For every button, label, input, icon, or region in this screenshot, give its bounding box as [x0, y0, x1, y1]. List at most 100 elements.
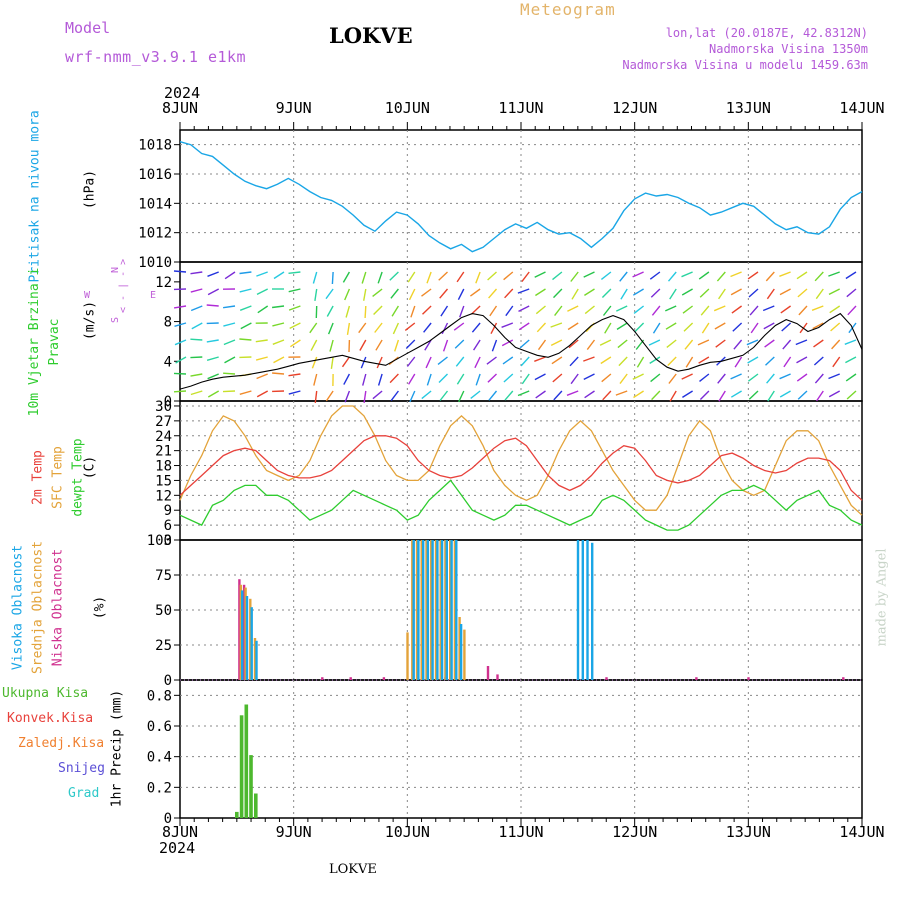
wind-arrow: [390, 288, 399, 299]
temp-y-tick-label: 9: [164, 503, 172, 519]
cloud-y-tick-label: 50: [155, 603, 172, 619]
wind-arrow: [240, 322, 252, 330]
cloud-bar-niska: [695, 677, 698, 680]
wind-arrow: [619, 271, 628, 282]
wind-arrow: [257, 305, 269, 314]
wind-arrow: [426, 271, 432, 284]
x-tick-label-bottom: 8JUN: [162, 823, 198, 841]
wind-arrow: [330, 356, 334, 369]
wind-arrow: [667, 356, 677, 366]
lonlat-label: lon,lat (20.0187E, 42.8312N): [665, 26, 868, 40]
precip-bar: [249, 755, 253, 818]
wind-arrow: [650, 373, 661, 383]
cloud-bar-visoka: [245, 596, 249, 680]
wind-arrow: [364, 305, 367, 319]
dewpoint-line: [179, 479, 863, 531]
wind-arrow: [684, 339, 694, 350]
wind-arrow: [256, 288, 269, 296]
wind-arrow: [732, 322, 743, 332]
wind-arrow: [311, 356, 318, 369]
wind-arrow: [604, 322, 612, 334]
wind-arrow: [207, 390, 220, 398]
wind-arrow: [190, 338, 203, 341]
precip-y-tick-label: 0.8: [147, 688, 172, 704]
wind-arrow: [782, 339, 792, 350]
wind-arrow: [698, 271, 710, 280]
sfc-temp-line: [179, 405, 863, 516]
wind-arrow: [504, 288, 514, 299]
wind-arrow: [272, 305, 285, 309]
wind-arrow: [505, 305, 514, 317]
wind-arrow: [373, 305, 383, 315]
wind-arrow: [224, 271, 236, 280]
cloud-bar-visoka: [255, 640, 258, 680]
cloud-y-tick-label: 0: [164, 673, 172, 689]
precip-y-tick-label: 0.4: [147, 750, 172, 766]
wind-arrow: [584, 390, 595, 399]
wind-arrow: [288, 390, 301, 395]
wind-arrow: [764, 339, 775, 348]
wind-arrow: [207, 288, 220, 296]
cloud-bar-niska: [486, 666, 490, 680]
wind-arrow: [766, 288, 775, 300]
panel-frame: [179, 261, 863, 402]
wind-arrow: [440, 305, 449, 317]
wind-arrow: [327, 322, 334, 335]
pressure-line: [179, 141, 863, 253]
wind-arrow: [487, 373, 497, 383]
wind-y-tick-label: 0: [164, 394, 172, 410]
temp-y-tick-label: 12: [155, 488, 172, 504]
wind-arrow: [377, 271, 383, 284]
wind-arrow: [329, 339, 334, 352]
wind-arrow: [816, 390, 824, 402]
wind-arrow: [616, 322, 628, 330]
wind-arrow: [405, 339, 416, 349]
cloud-bar-srednja: [406, 632, 409, 680]
wind-arrow: [828, 373, 840, 380]
wind-arrow: [685, 356, 694, 368]
wind-arrow: [501, 322, 514, 328]
cloud-bar-srednja: [253, 638, 257, 680]
cloud-y-tick-label: 75: [155, 568, 172, 584]
wind-arrow: [602, 390, 612, 401]
wind-arrow: [389, 373, 399, 384]
wind-arrow: [632, 373, 644, 380]
wind-arrow: [424, 339, 432, 351]
wind-arrow: [206, 356, 219, 361]
wind-arrow: [239, 338, 252, 341]
wind-arrow: [681, 288, 693, 296]
wind-arrow: [583, 271, 595, 278]
wind-arrow: [697, 339, 710, 346]
wind-arrow: [831, 339, 841, 350]
wind-arrow: [811, 305, 824, 311]
temp-y-tick-label: 30: [155, 399, 172, 415]
wind-arrow: [341, 356, 350, 368]
wind-arrow: [682, 390, 693, 398]
wind-arrow: [700, 305, 710, 316]
legend-total-rain: Ukupna Kisa: [2, 686, 89, 701]
wind-arrow: [272, 372, 285, 375]
cloud-bar-visoka: [412, 540, 415, 680]
wind-arrow: [783, 356, 792, 368]
wind-arrow: [570, 271, 579, 282]
wind-arrow: [828, 271, 840, 277]
wind-arrow: [325, 288, 334, 300]
wind-arrow: [519, 339, 530, 349]
wind-arrow: [239, 271, 252, 275]
wind-arrow: [191, 322, 203, 330]
wind-arrow: [502, 356, 514, 365]
cloud-bar-niska: [605, 677, 608, 680]
wind-arrow: [535, 305, 546, 315]
wind-arrow: [618, 356, 628, 367]
wind-arrow: [372, 288, 383, 297]
wind-arrow: [288, 288, 301, 293]
cloud-bar-visoka: [586, 540, 589, 680]
wind-arrow: [535, 288, 546, 297]
year-top: 2024: [164, 84, 201, 102]
wind-arrow: [796, 356, 808, 364]
wind-arrow: [408, 373, 416, 385]
cloud-bar-srednja: [244, 587, 247, 680]
wind-arrow: [272, 322, 285, 327]
wind-arrow: [765, 271, 775, 282]
cloud-bar-visoka: [431, 540, 434, 680]
